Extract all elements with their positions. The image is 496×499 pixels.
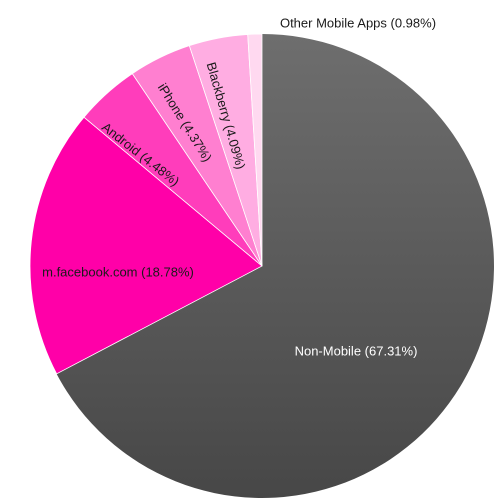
pie-slice-other-mobile-apps <box>247 33 263 267</box>
pie-label-other-mobile-apps: Other Mobile Apps (0.98%) <box>280 15 436 30</box>
pie-label-non-mobile: Non-Mobile (67.31%) <box>295 343 418 358</box>
pie-slices <box>29 33 495 499</box>
pie-slice-non-mobile <box>56 34 495 499</box>
pie-label-m-facebook-com: m.facebook.com (18.78%) <box>42 264 194 279</box>
pie-slice-m-facebook-com <box>29 116 263 375</box>
